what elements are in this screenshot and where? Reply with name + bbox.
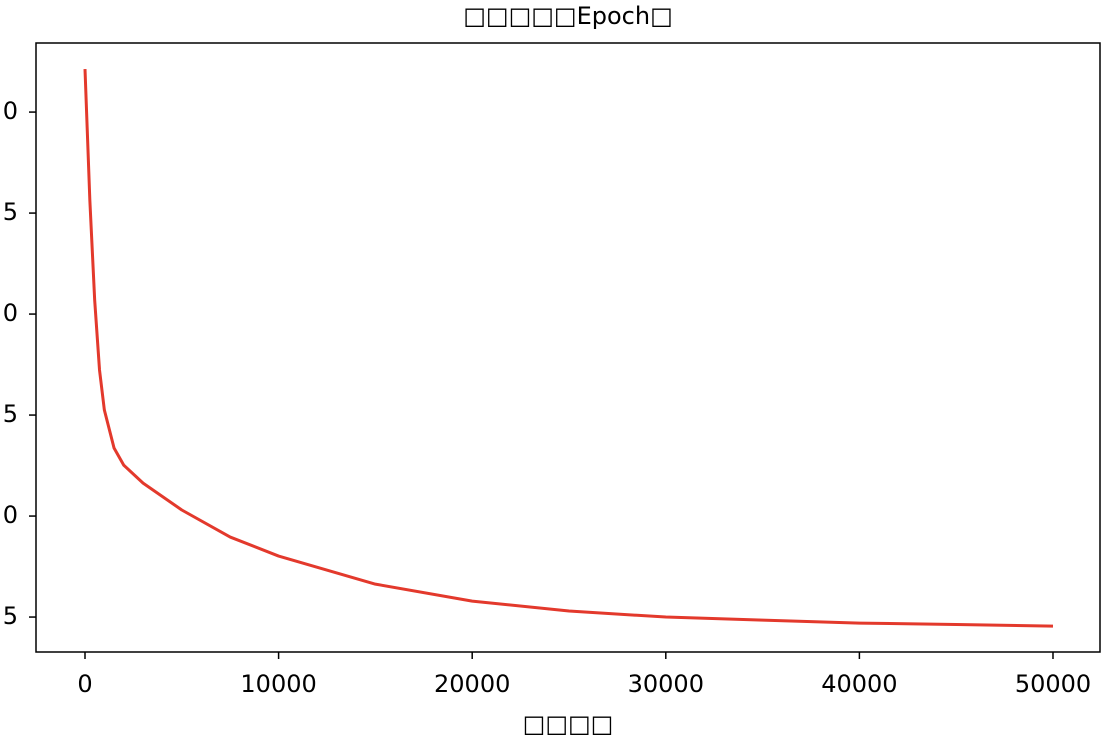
plot-frame xyxy=(35,42,1101,653)
y-tick-label: 5 xyxy=(3,198,18,226)
x-axis-label: □□□□ xyxy=(523,710,614,738)
line-series xyxy=(83,69,1054,628)
y-tick-label: 5 xyxy=(3,400,18,428)
x-tick-label: 30000 xyxy=(628,670,704,698)
x-tick-label: 20000 xyxy=(434,670,510,698)
y-tick-label: 0 xyxy=(3,299,18,327)
x-tick-label: 10000 xyxy=(240,670,316,698)
x-tick-label: 40000 xyxy=(821,670,897,698)
y-tick-label: 0 xyxy=(3,97,18,125)
y-tick-label: 5 xyxy=(3,602,18,630)
y-tick-label: 0 xyxy=(3,501,18,529)
chart-title: □□□□□Epoch□ xyxy=(463,2,673,30)
x-tick-label: 0 xyxy=(77,670,92,698)
x-tick-label: 50000 xyxy=(1015,670,1091,698)
